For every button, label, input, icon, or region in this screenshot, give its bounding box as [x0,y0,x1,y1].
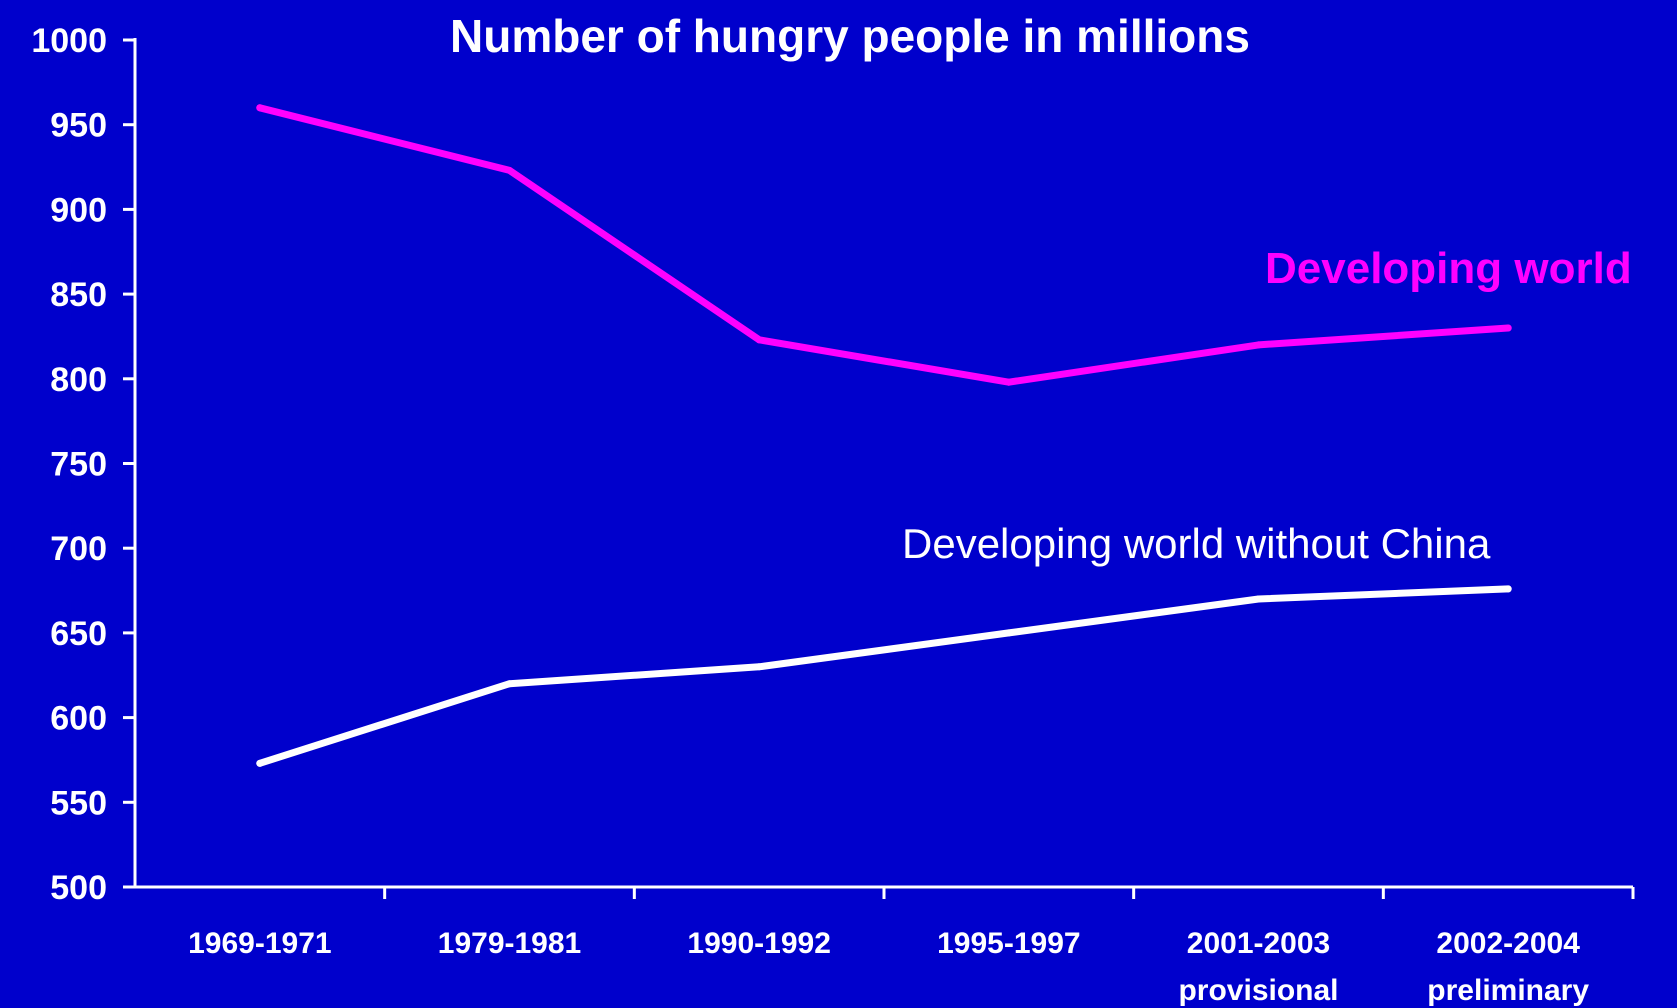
y-tick-label: 900 [50,191,107,229]
data-point [1255,341,1262,349]
y-tick-label: 700 [50,530,107,568]
x-tick-sublabel: provisional [1178,974,1338,1007]
x-tick-label: 2001-2003 [1187,927,1330,960]
series-line-developing-world [256,104,1512,386]
series-lines [256,104,1512,767]
y-tick-label: 800 [50,361,107,399]
y-axis-ticks: 1000 950 900 850 800 750 700 650 600 550 500 [31,22,135,907]
chart-title: Number of hungry people in millions [450,10,1250,62]
y-tick-label: 500 [50,869,107,907]
y-tick-label: 950 [50,107,107,145]
data-point [1504,585,1512,593]
x-axis-ticks: 1969-1971 1979-1981 1990-1992 1995-1997 2001… [188,887,1635,1007]
data-point [256,104,264,112]
x-tick-label: 1995-1997 [937,927,1080,960]
data-point [755,336,763,344]
series-labels: Developing world Developing world without… [902,244,1632,567]
y-tick-label: 1000 [31,22,107,60]
y-tick-label: 600 [50,700,107,738]
series-line-developing-world-without-china [256,585,1512,767]
data-point [506,166,513,174]
data-point [1255,595,1262,603]
x-tick-label: 1990-1992 [687,927,830,960]
y-tick-label: 650 [50,615,107,653]
data-point [506,680,513,688]
x-tick-label: 2002-2004 [1436,927,1580,960]
data-point [1005,629,1013,637]
x-tick-sublabel: preliminary [1427,974,1589,1007]
y-tick-label: 850 [50,276,107,314]
x-tick-label: 1979-1981 [438,927,581,960]
data-point [755,663,763,671]
y-tick-label: 550 [50,784,107,822]
data-point [1005,378,1013,386]
x-tick-label: 1969-1971 [188,927,331,960]
y-tick-label: 750 [50,446,107,484]
data-point [1504,324,1512,332]
series-label-developing-world: Developing world [1265,244,1632,293]
series-label-developing-world-without-china: Developing world without China [902,520,1491,567]
data-point [256,759,264,767]
